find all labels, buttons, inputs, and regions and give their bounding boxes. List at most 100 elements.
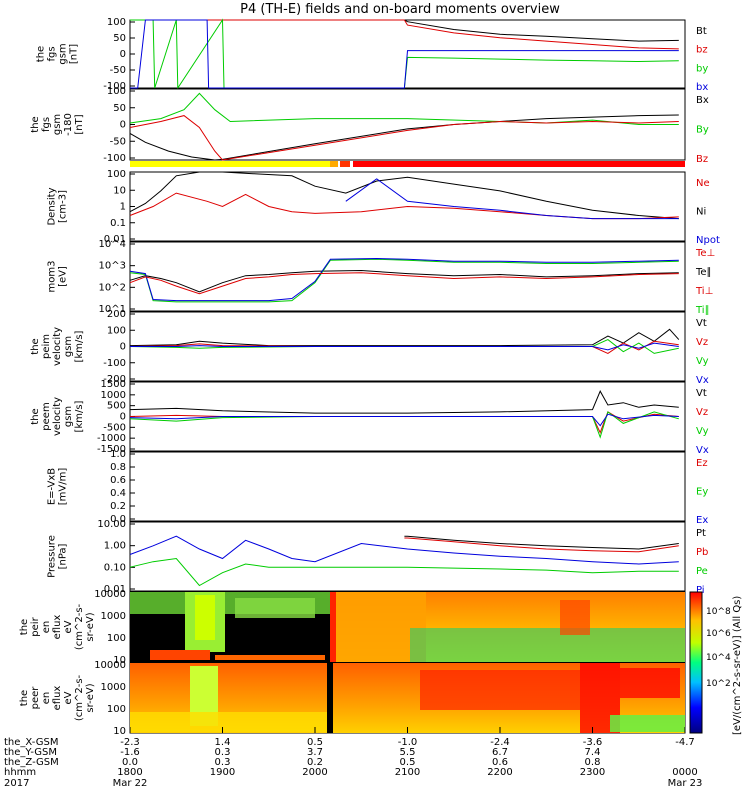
series-line xyxy=(129,114,679,161)
y-tick-label: 100 xyxy=(107,704,126,715)
y-axis-label-line: [km/s] xyxy=(74,400,85,432)
series-line xyxy=(129,272,679,295)
colorbar-tick: 10^8 xyxy=(706,607,731,617)
y-tick-label: 1500 xyxy=(101,379,126,390)
y-tick-label: 1000 xyxy=(101,611,126,622)
series-line xyxy=(129,115,679,161)
legend-entry: Vt xyxy=(696,318,707,329)
colorbar-tick: 10^6 xyxy=(706,629,731,639)
y-axis-label-line: -180 xyxy=(63,113,74,136)
y-axis-label: thefgsgsm-180[nT] xyxy=(30,113,85,136)
legend-entry: Te∥ xyxy=(695,267,712,278)
mode-status-bar xyxy=(130,161,685,167)
y-tick-label: 1.00 xyxy=(104,541,126,552)
legend-entry: Bt xyxy=(696,26,707,37)
y-tick-label: -100 xyxy=(103,81,126,92)
y-axis-label-line: the xyxy=(19,619,30,635)
series-line xyxy=(345,178,679,220)
x-tick-label: 2100 xyxy=(395,767,420,778)
panel-7: 1.0 0.8 0.6 0.4 0.2 0.0 E=-VxB[mV/m] Ez Ey Ex xyxy=(47,449,709,526)
series-line xyxy=(129,269,679,293)
legend-entry: By xyxy=(696,125,709,136)
y-axis-label-line: E=-VxB xyxy=(47,468,58,505)
y-tick-label: -500 xyxy=(103,422,126,433)
x-tick-label: 2000 xyxy=(302,767,327,778)
y-tick-label: 10^1 xyxy=(99,304,126,315)
y-axis-label: thepeerenefluxeV(cm^2-s-sr-eV) xyxy=(19,674,96,721)
y-axis-label-line: [nT] xyxy=(69,44,80,64)
series-line xyxy=(129,92,679,125)
x-axis-row-label: the_Z-GSM xyxy=(4,757,59,768)
panel-3: 100 10 1 0.1 0.01 Density[cm-3] Ne Ni Npot xyxy=(47,169,720,246)
series-line xyxy=(130,19,679,42)
y-tick-label: 50 xyxy=(113,103,126,114)
y-tick-label: 0.6 xyxy=(110,475,126,486)
y-axis-label-line: Density xyxy=(47,187,58,225)
y-axis-label-line: the xyxy=(30,338,41,354)
legend-entry: Ti∥ xyxy=(695,305,710,316)
series-line xyxy=(129,411,679,434)
x-tick-label: 2200 xyxy=(487,767,512,778)
y-tick-label: 1000 xyxy=(101,390,126,401)
panel-frame xyxy=(129,241,686,312)
x-tick-label: 7.4 xyxy=(585,747,601,758)
panel-4: 10^4 10^3 10^2 10^1 mom3[eV] Te⊥ Te∥ Ti⊥ Ti∥ xyxy=(47,239,716,316)
y-axis-label-line: [cm-3] xyxy=(58,190,69,223)
y-axis-label-line: eflux xyxy=(52,686,63,711)
y-tick-label: 10 xyxy=(113,655,126,666)
y-tick-label: 500 xyxy=(107,401,126,412)
x-tick-label: -3.6 xyxy=(583,737,603,748)
y-axis-label-line: sr-eV) xyxy=(85,612,96,641)
y-axis-label-line: gsm xyxy=(63,406,74,427)
y-tick-label: 0.01 xyxy=(104,234,126,245)
y-tick-label: 0 xyxy=(120,342,126,353)
y-axis-label-line: sr-eV) xyxy=(85,683,96,712)
y-tick-label: 0.8 xyxy=(110,462,126,473)
y-tick-label: 0 xyxy=(120,120,126,131)
colorbar: 10^8 10^6 10^4 10^2 [eV/(cm^2-s-sr-eV)] … xyxy=(689,591,743,735)
x-tick-label: 2300 xyxy=(580,767,605,778)
y-axis-label-line: [eV] xyxy=(58,266,69,287)
legend-entry: Vx xyxy=(696,375,709,386)
y-tick-label: 10000 xyxy=(94,589,126,600)
y-axis-label: Pressure[nPa] xyxy=(47,535,69,578)
y-tick-label: 10 xyxy=(113,726,126,737)
y-axis-label-line: peer xyxy=(30,686,41,710)
y-axis-label: Density[cm-3] xyxy=(47,187,69,225)
x-tick-label: 1900 xyxy=(210,767,235,778)
y-axis-label-line: en xyxy=(41,692,52,705)
x-tick-label: 1800 xyxy=(117,767,142,778)
y-tick-label: 100 xyxy=(107,325,126,336)
y-tick-label: 50 xyxy=(113,33,126,44)
y-axis-label-line: the xyxy=(19,690,30,706)
series-line xyxy=(129,413,679,427)
x-tick-label: 0.2 xyxy=(307,757,323,768)
y-tick-label: 0.2 xyxy=(110,501,126,512)
series-line xyxy=(130,18,679,90)
series-line xyxy=(404,535,679,550)
legend-entry: by xyxy=(696,63,708,74)
figure-title: P4 (TH-E) fields and on-board moments ov… xyxy=(240,2,560,17)
legend-entry: Vt xyxy=(696,388,707,399)
y-tick-label: -200 xyxy=(103,374,126,385)
legend-entry: Ne xyxy=(696,178,710,189)
y-tick-label: -1000 xyxy=(97,433,126,444)
y-tick-label: 200 xyxy=(107,309,126,320)
legend-entry: Vy xyxy=(696,426,709,437)
y-tick-label: 10 xyxy=(113,185,126,196)
panel-frame xyxy=(129,451,686,522)
y-axis-label-line: [mV/m] xyxy=(58,468,69,506)
x-tick-label: 0.3 xyxy=(215,757,231,768)
x-tick-label: 3.7 xyxy=(307,747,323,758)
y-axis-label-line: en xyxy=(41,621,52,634)
y-axis-label-line: peir xyxy=(30,616,41,636)
y-tick-label: 100 xyxy=(107,17,126,28)
x-tick-label: 0.5 xyxy=(307,737,323,748)
legend-entry: Vx xyxy=(696,445,709,456)
y-tick-label: 0.0 xyxy=(110,514,126,525)
x-axis-row-label: hhmm xyxy=(4,767,36,778)
y-axis-label-line: velocity xyxy=(52,327,63,366)
y-axis-label-line: eV xyxy=(63,620,74,633)
legend-entry: Pb xyxy=(696,547,708,558)
y-tick-label: 0.1 xyxy=(110,218,126,229)
